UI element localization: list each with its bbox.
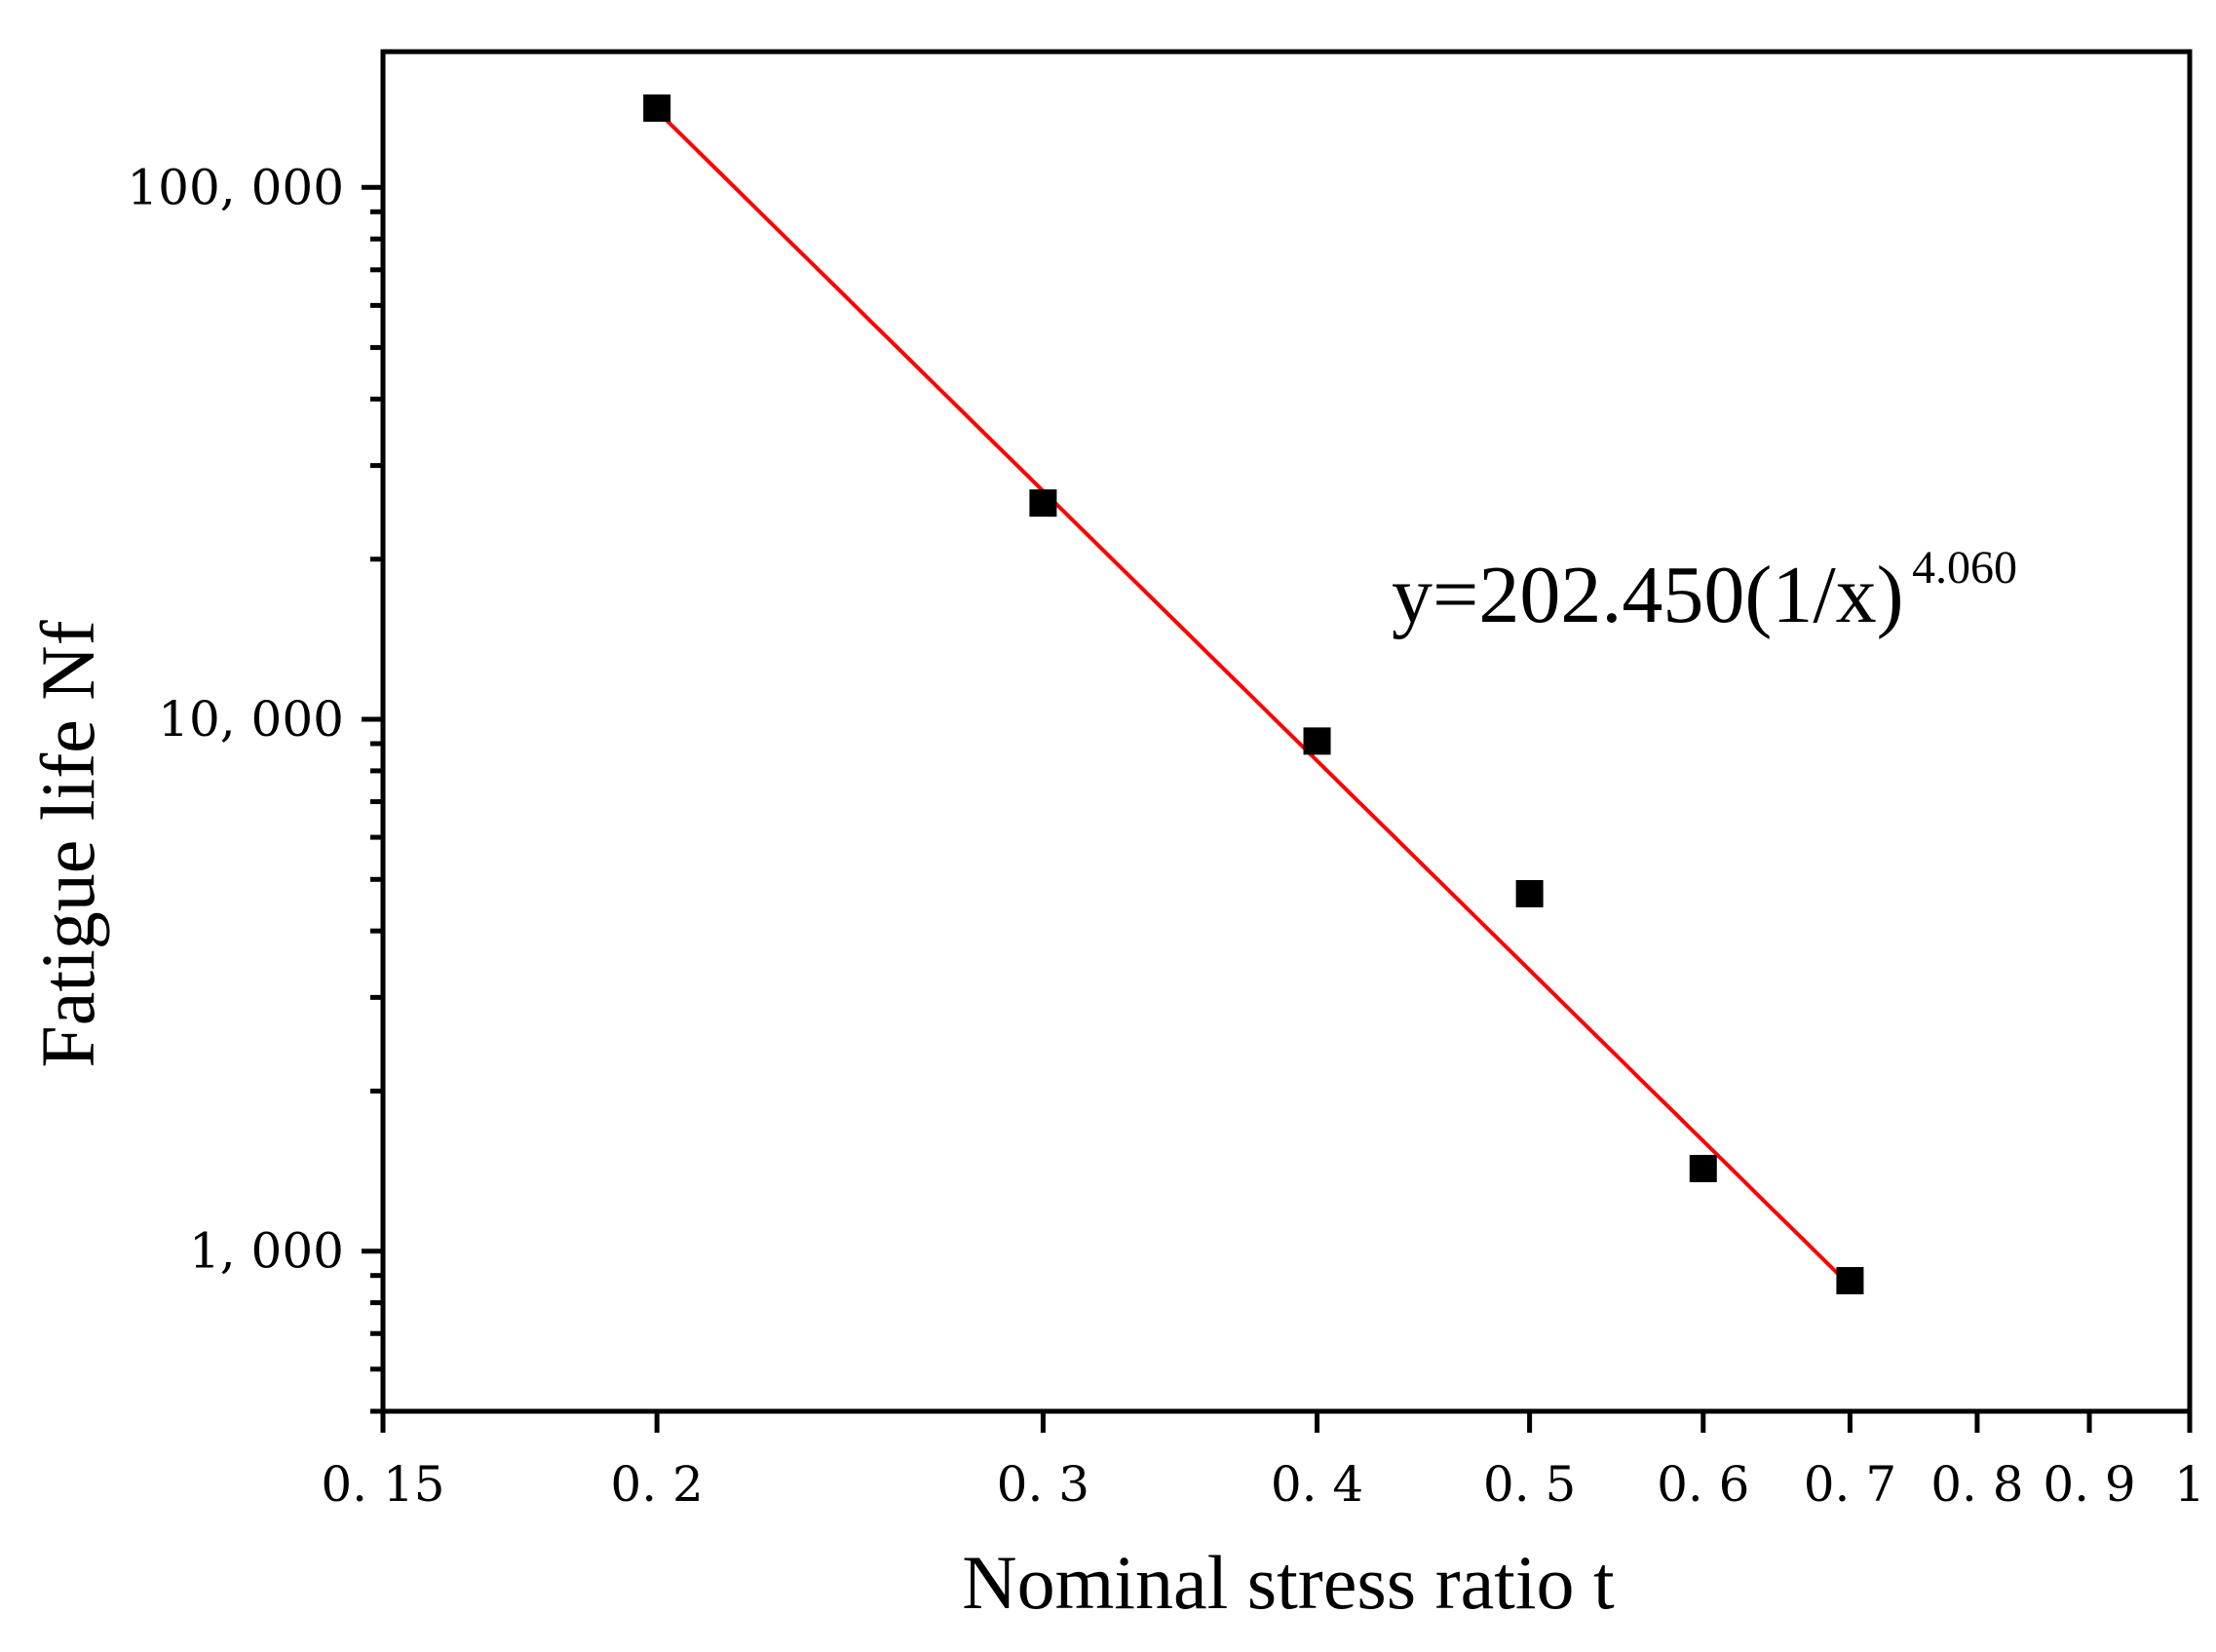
point-layer xyxy=(643,94,1864,1295)
y-axis-ticks: 1, 000 10, 000 100, 000 xyxy=(127,159,383,1414)
data-point xyxy=(1515,879,1544,907)
x-axis-title: Nominal stress ratio t xyxy=(962,1540,1615,1625)
x-tick-label: 0. 6 xyxy=(1657,1456,1749,1513)
x-axis-ticks: 0. 15 0. 2 0. 3 0. 4 0. 5 0. 6 0. 7 0. 8 0. 9 1 xyxy=(321,1411,2205,1513)
plot-frame xyxy=(380,49,2193,1414)
fit-equation-exponent: 4.060 xyxy=(1912,542,2017,594)
data-point xyxy=(1689,1154,1717,1182)
data-point xyxy=(1836,1267,1864,1295)
data-point xyxy=(1303,727,1331,755)
x-tick-label: 0. 4 xyxy=(1271,1456,1363,1513)
data-point xyxy=(643,94,671,122)
x-tick-label: 0. 7 xyxy=(1804,1456,1896,1513)
x-tick-label: 0. 2 xyxy=(610,1456,703,1513)
x-tick-label: 0. 3 xyxy=(997,1456,1089,1513)
fit-line xyxy=(655,109,1852,1287)
y-tick-label: 1, 000 xyxy=(189,1223,344,1280)
fit-equation: y=202.450(1/x) xyxy=(1392,550,1904,640)
x-tick-label: 1 xyxy=(2174,1456,2205,1513)
y-axis-title: Fatigue life Nf xyxy=(25,620,110,1067)
y-tick-label: 10, 000 xyxy=(158,691,344,748)
fit-layer xyxy=(655,109,1852,1287)
plot-border xyxy=(380,49,2193,1414)
y-tick-label: 100, 000 xyxy=(127,159,344,215)
data-point xyxy=(1029,489,1057,518)
x-tick-label: 0. 5 xyxy=(1483,1456,1576,1513)
x-tick-label: 0. 8 xyxy=(1930,1456,2023,1513)
x-tick-label: 0. 9 xyxy=(2043,1456,2135,1513)
x-tick-label: 0. 15 xyxy=(321,1456,444,1513)
